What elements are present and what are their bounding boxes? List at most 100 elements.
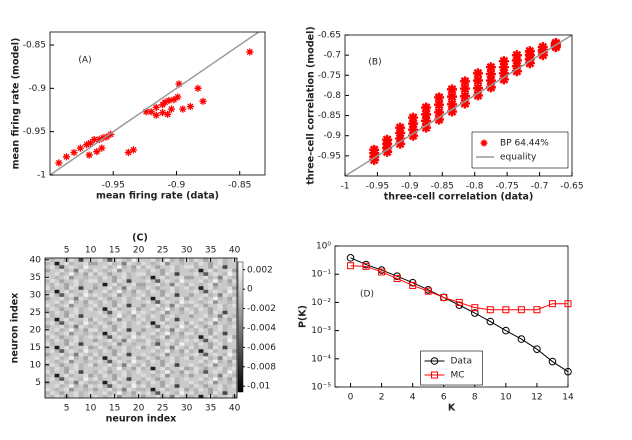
marker bbox=[378, 268, 386, 276]
annotation: (B) bbox=[368, 58, 381, 68]
heatmap-cell bbox=[213, 321, 219, 325]
heatmap-cell bbox=[112, 314, 118, 318]
heatmap-cell bbox=[145, 366, 151, 371]
heatmap-cell bbox=[189, 324, 195, 329]
heatmap-cell bbox=[165, 338, 171, 343]
heatmap-cell bbox=[174, 366, 180, 371]
heatmap-cell bbox=[198, 370, 204, 374]
heatmap-cell bbox=[59, 289, 65, 294]
heatmap-cell bbox=[203, 321, 209, 325]
heatmap-cell bbox=[97, 268, 103, 273]
heatmap-cell bbox=[97, 366, 103, 371]
heatmap-cell bbox=[213, 373, 219, 378]
heatmap-cell bbox=[217, 349, 223, 353]
heatmap-cell bbox=[198, 335, 204, 339]
heatmap-cell bbox=[232, 282, 238, 287]
heatmap-cell bbox=[155, 321, 161, 325]
heatmap-cell bbox=[222, 328, 228, 332]
heatmap-cell bbox=[155, 349, 161, 353]
heatmap-cell bbox=[102, 258, 108, 262]
heatmap-cell bbox=[126, 359, 132, 364]
heatmap-cell bbox=[97, 310, 103, 315]
heatmap-cell bbox=[93, 258, 99, 262]
heatmap-cell bbox=[165, 258, 171, 262]
heatmap-cell bbox=[93, 286, 99, 290]
heatmap-cell bbox=[232, 268, 238, 273]
heatmap-cell bbox=[97, 331, 103, 336]
heatmap-cell bbox=[88, 293, 94, 297]
heatmap-cell bbox=[126, 380, 132, 385]
heatmap-cell bbox=[107, 307, 113, 311]
heatmap-cell bbox=[208, 324, 214, 329]
heatmap-cell bbox=[73, 324, 79, 329]
heatmap-cell bbox=[102, 394, 108, 399]
heatmap-cell bbox=[97, 387, 103, 392]
heatmap-cell bbox=[165, 279, 171, 283]
heatmap-cell bbox=[107, 352, 113, 357]
heatmap-cell bbox=[174, 310, 180, 315]
scatter-point bbox=[408, 124, 419, 135]
heatmap-cell bbox=[45, 286, 51, 290]
y-tick-label: -0.9 bbox=[323, 131, 341, 141]
heatmap-cell bbox=[165, 268, 171, 273]
heatmap-cell bbox=[208, 275, 214, 280]
heatmap-cell bbox=[73, 331, 79, 336]
heatmap-cell bbox=[193, 307, 199, 311]
scatter-point bbox=[147, 108, 155, 116]
heatmap-cell bbox=[213, 342, 219, 346]
heatmap-cell bbox=[64, 335, 70, 339]
heatmap-cell bbox=[232, 324, 238, 329]
heatmap-cell bbox=[45, 342, 51, 346]
heatmap-cell bbox=[88, 373, 94, 378]
heatmap-cell bbox=[227, 338, 233, 343]
heatmap-cell bbox=[179, 352, 185, 357]
heatmap-cell bbox=[102, 349, 108, 353]
heatmap-cell bbox=[64, 268, 70, 273]
scatter-point bbox=[186, 102, 194, 111]
heatmap-cell bbox=[49, 275, 55, 280]
scatter-point bbox=[434, 107, 445, 118]
heatmap-cell bbox=[193, 293, 199, 297]
heatmap-cell bbox=[102, 272, 108, 276]
heatmap-cell bbox=[165, 352, 171, 357]
heatmap-cell bbox=[217, 317, 223, 322]
heatmap-cell bbox=[217, 391, 223, 395]
heatmap-cell bbox=[155, 356, 161, 360]
heatmap-cell bbox=[121, 359, 127, 364]
heatmap-cell bbox=[203, 349, 209, 353]
heatmap-cell bbox=[203, 331, 209, 336]
heatmap-cell bbox=[227, 261, 233, 266]
heatmap-cell bbox=[227, 335, 233, 339]
heatmap-cell bbox=[117, 380, 123, 385]
heatmap-cell bbox=[222, 377, 228, 381]
scatter-point bbox=[472, 68, 483, 79]
heatmap-cell bbox=[131, 363, 137, 367]
heatmap-cell bbox=[203, 391, 209, 395]
heatmap-cell bbox=[193, 310, 199, 315]
heatmap-cell bbox=[78, 342, 84, 346]
heatmap-cell bbox=[107, 370, 113, 374]
heatmap-cell bbox=[107, 310, 113, 315]
heatmap-cell bbox=[83, 380, 89, 385]
heatmap-cell bbox=[193, 394, 199, 399]
heatmap-cell bbox=[165, 310, 171, 315]
heatmap-cell bbox=[131, 279, 137, 283]
heatmap-cell bbox=[141, 380, 147, 385]
x-tick-label: -0.95 bbox=[102, 181, 125, 191]
heatmap-cell bbox=[174, 321, 180, 325]
heatmap-cell bbox=[107, 366, 113, 371]
heatmap-cell bbox=[198, 265, 204, 269]
heatmap-cell bbox=[97, 377, 103, 381]
heatmap-cell bbox=[169, 356, 175, 360]
marker bbox=[517, 306, 525, 314]
heatmap-cell bbox=[213, 363, 219, 367]
heatmap-cell bbox=[217, 293, 223, 297]
heatmap-cell bbox=[117, 335, 123, 339]
heatmap-cell bbox=[155, 328, 161, 332]
heatmap-cell bbox=[193, 345, 199, 350]
heatmap-cell bbox=[189, 321, 195, 325]
heatmap-cell bbox=[213, 352, 219, 357]
heatmap-cell bbox=[165, 328, 171, 332]
heatmap-cell bbox=[141, 356, 147, 360]
heatmap-cell bbox=[49, 258, 55, 262]
